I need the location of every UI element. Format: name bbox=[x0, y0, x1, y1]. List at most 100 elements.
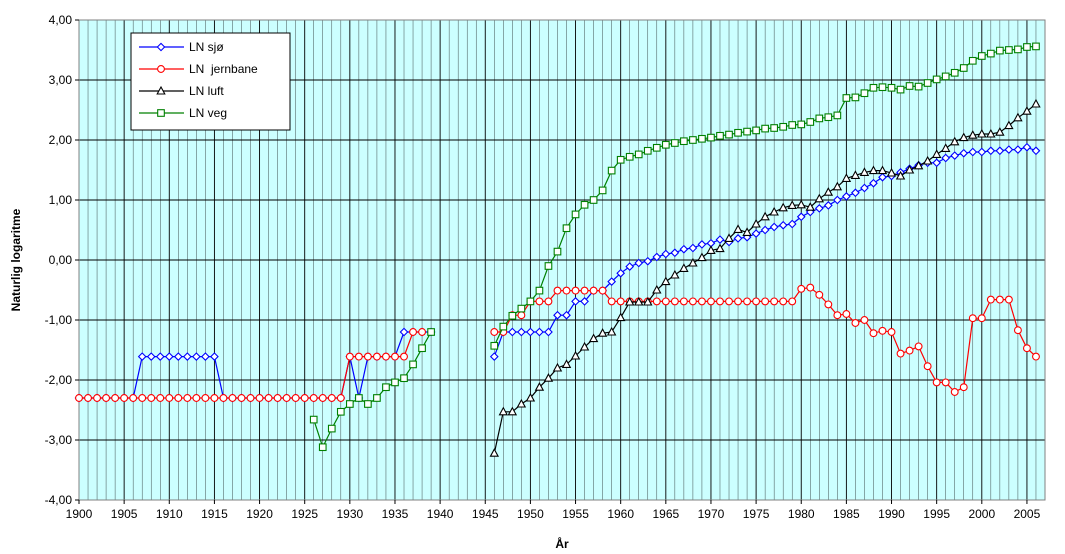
data-point-triangle bbox=[733, 224, 743, 233]
data-point-square bbox=[797, 120, 806, 129]
data-point-circle bbox=[553, 286, 562, 295]
data-point-diamond bbox=[796, 212, 806, 222]
data-point-square bbox=[364, 400, 372, 408]
data-point-square bbox=[318, 443, 327, 452]
data-point-square bbox=[508, 311, 517, 320]
data-point-diamond bbox=[661, 249, 671, 259]
data-point-square bbox=[598, 186, 607, 195]
data-point-diamond bbox=[571, 297, 580, 306]
data-point-triangle bbox=[913, 160, 924, 170]
data-point-diamond bbox=[137, 352, 147, 361]
data-point-circle bbox=[111, 394, 120, 402]
x-axis-ticks: 1900 1905 1910 1915 1920 1925 1930 1935 1940 1945… bbox=[66, 500, 1041, 521]
data-point-square bbox=[761, 124, 769, 133]
data-point-square bbox=[616, 155, 625, 164]
data-point-square bbox=[157, 109, 165, 117]
data-point-circle bbox=[869, 329, 878, 338]
data-point-circle bbox=[716, 297, 724, 306]
data-point-circle bbox=[138, 394, 147, 402]
data-point-square bbox=[382, 383, 390, 392]
data-point-circle bbox=[535, 297, 544, 306]
data-point-circle bbox=[1013, 326, 1022, 335]
data-point-square bbox=[986, 49, 995, 58]
y-tick-label: -3,00 bbox=[45, 433, 73, 447]
data-point-square bbox=[698, 134, 706, 143]
legend-item: LN veg bbox=[139, 106, 227, 120]
data-point-diamond bbox=[210, 352, 219, 361]
data-point-diamond bbox=[544, 327, 553, 337]
data-point-circle bbox=[147, 394, 156, 402]
data-point-diamond bbox=[164, 352, 174, 361]
data-point-triangle bbox=[832, 181, 843, 191]
data-point-square bbox=[309, 415, 318, 424]
data-point-diamond bbox=[878, 172, 887, 182]
data-point-triangle bbox=[986, 128, 996, 138]
data-point-triangle bbox=[1022, 106, 1032, 115]
data-point-triangle bbox=[742, 227, 752, 236]
data-point-circle bbox=[878, 326, 887, 335]
data-point-triangle bbox=[796, 199, 806, 209]
data-point-circle bbox=[986, 295, 995, 304]
data-point-diamond bbox=[787, 219, 797, 229]
data-point-square bbox=[671, 139, 679, 147]
data-point-square bbox=[851, 93, 860, 102]
data-point-circle bbox=[679, 297, 688, 306]
x-tick-label: 1925 bbox=[291, 507, 318, 521]
data-point-triangle bbox=[895, 170, 906, 180]
data-point-diamond bbox=[679, 244, 689, 254]
data-point-diamond bbox=[733, 234, 743, 243]
data-point-triangle bbox=[706, 245, 716, 254]
x-tick-label: 1920 bbox=[246, 507, 273, 521]
x-tick-label: 1945 bbox=[472, 507, 499, 521]
data-point-square bbox=[950, 68, 959, 77]
data-point-diamond bbox=[553, 310, 562, 320]
data-point-square bbox=[562, 224, 571, 233]
data-point-circle bbox=[707, 297, 715, 306]
y-tick-label: -4,00 bbox=[45, 493, 73, 507]
data-point-triangle bbox=[643, 296, 653, 306]
data-point-triangle bbox=[904, 164, 915, 174]
data-point-diamond bbox=[507, 327, 517, 337]
data-point-triangle bbox=[931, 149, 942, 158]
data-point-triangle bbox=[498, 406, 509, 416]
data-point-diamond bbox=[670, 248, 680, 258]
data-point-circle bbox=[409, 328, 417, 336]
data-point-diamond bbox=[860, 183, 869, 193]
data-point-diamond bbox=[652, 252, 662, 262]
data-point-circle bbox=[273, 394, 282, 402]
data-point-triangle bbox=[615, 312, 626, 322]
data-point-square bbox=[553, 247, 562, 256]
data-point-circle bbox=[616, 297, 625, 306]
y-tick-label: -1,00 bbox=[45, 313, 73, 327]
data-point-circle bbox=[327, 394, 336, 402]
data-point-circle bbox=[157, 65, 165, 73]
y-tick-label: 4,00 bbox=[49, 13, 73, 27]
data-point-diamond bbox=[977, 147, 987, 157]
data-point-circle bbox=[824, 300, 833, 309]
data-point-square bbox=[589, 196, 598, 204]
data-point-square bbox=[680, 137, 688, 146]
data-point-diamond bbox=[155, 352, 165, 361]
data-point-diamond bbox=[968, 147, 978, 157]
data-point-triangle bbox=[751, 218, 761, 228]
grid-lines bbox=[79, 20, 1045, 500]
data-point-triangle bbox=[959, 132, 969, 142]
data-point-circle bbox=[354, 352, 363, 361]
data-point-diamond bbox=[625, 262, 635, 271]
data-point-diamond bbox=[201, 352, 210, 361]
data-point-circle bbox=[779, 297, 788, 306]
data-point-circle bbox=[815, 290, 824, 299]
data-point-square bbox=[345, 400, 354, 408]
data-point-circle bbox=[156, 394, 165, 402]
data-point-triangle bbox=[634, 296, 644, 306]
data-point-circle bbox=[210, 394, 219, 402]
data-point-circle bbox=[995, 295, 1004, 304]
data-point-diamond bbox=[489, 352, 499, 361]
data-point-triangle bbox=[805, 202, 815, 211]
data-point-circle bbox=[372, 352, 381, 361]
data-point-triangle bbox=[525, 392, 536, 402]
data-point-circle bbox=[670, 297, 679, 306]
data-point-circle bbox=[833, 311, 842, 320]
data-point-triangle bbox=[156, 85, 166, 95]
data-point-circle bbox=[977, 314, 986, 323]
